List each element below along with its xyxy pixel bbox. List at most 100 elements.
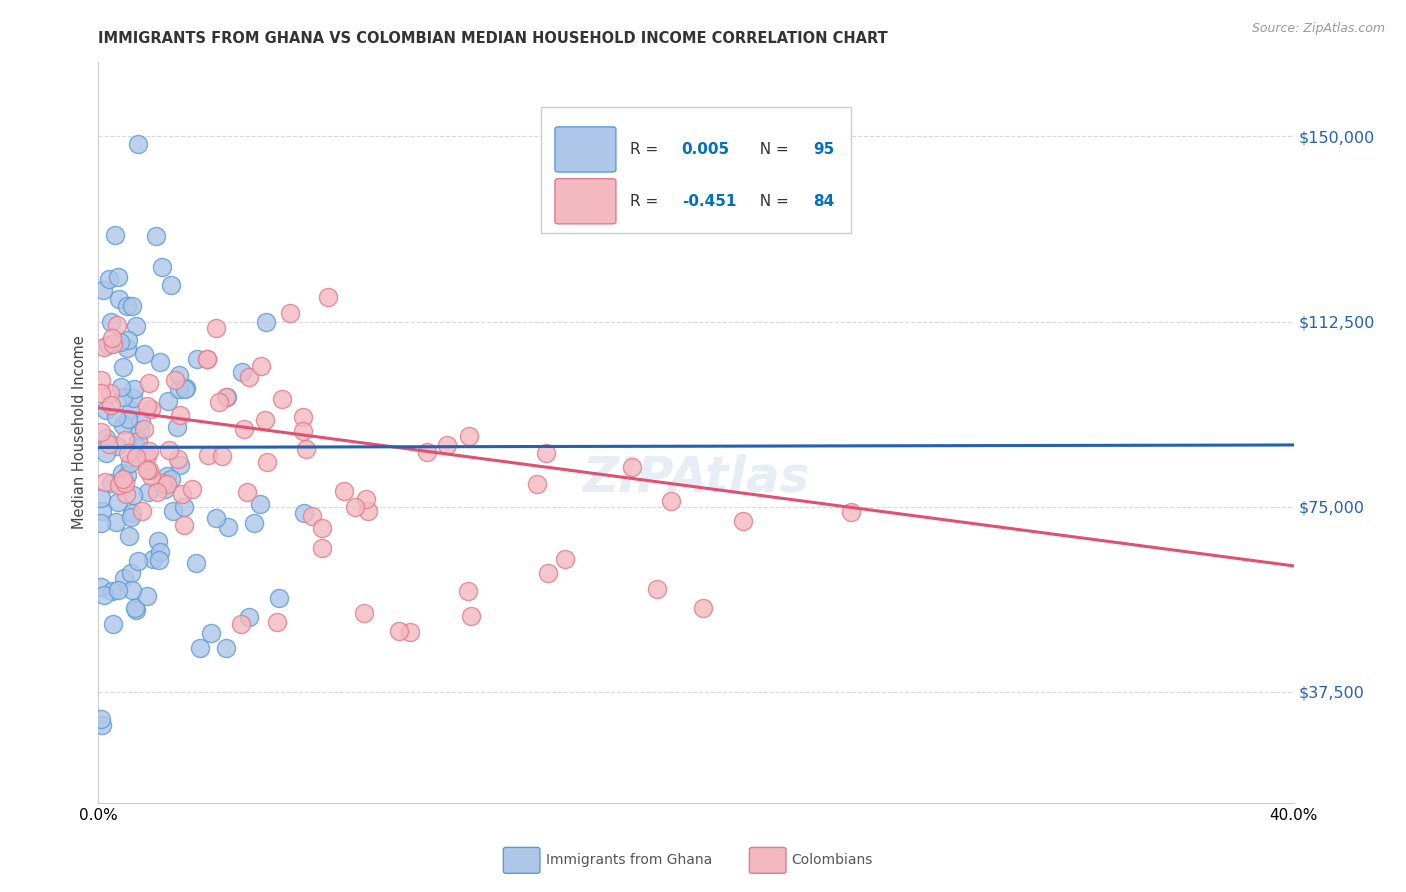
Point [112,472,135,486]
Point [169,408,191,422]
Text: N =: N = [749,142,793,157]
Point [117,412,139,426]
Point [100,315,122,329]
Text: Source: ZipAtlas.com: Source: ZipAtlas.com [1251,22,1385,36]
Point [174,382,197,396]
Point [101,331,124,345]
Point [105,439,128,453]
Point [138,463,160,477]
Point [311,520,333,534]
Point [243,516,266,530]
Text: Immigrants from Ghana: Immigrants from Ghana [546,854,711,867]
Point [291,410,314,425]
Point [211,450,233,464]
Point [157,443,180,458]
Point [217,390,239,404]
Point [152,260,174,275]
Point [156,476,179,491]
Point [136,399,159,413]
Point [266,615,288,629]
Point [169,458,191,473]
Point [111,390,134,404]
Point [135,463,157,477]
Text: R =: R = [630,142,664,157]
Point [353,606,375,620]
Point [170,487,193,501]
Point [153,482,176,496]
Point [134,347,156,361]
Point [160,472,183,486]
Point [120,456,142,470]
Point [692,601,714,615]
Point [238,610,260,624]
Point [117,300,139,314]
Point [217,520,239,534]
Point [141,551,163,566]
Point [292,506,315,520]
Point [94,445,117,459]
Point [120,402,142,417]
Point [733,514,755,528]
Point [112,418,135,433]
Point [125,603,148,617]
Text: R =: R = [630,194,664,209]
Point [101,584,124,599]
Point [100,398,122,412]
Point [121,582,143,597]
Point [163,373,186,387]
Point [91,717,114,731]
Point [173,518,195,533]
Point [173,500,195,515]
Point [117,445,139,459]
Point [100,475,122,490]
Point [129,414,152,428]
Point [204,511,226,525]
Point [208,395,231,409]
Point [97,338,120,352]
Point [357,504,380,518]
Point [174,381,197,395]
FancyBboxPatch shape [555,127,616,172]
Point [138,444,160,458]
Point [122,382,145,396]
Point [131,504,153,518]
Text: IMMIGRANTS FROM GHANA VS COLOMBIAN MEDIAN HOUSEHOLD INCOME CORRELATION CHART: IMMIGRANTS FROM GHANA VS COLOMBIAN MEDIA… [98,31,889,46]
Point [127,434,149,449]
Point [436,437,458,451]
Point [186,556,208,570]
Text: -0.451: -0.451 [682,194,735,209]
Text: Colombians: Colombians [792,854,873,867]
Point [195,351,218,366]
Point [146,533,169,548]
Text: 95: 95 [813,142,834,157]
Point [136,485,159,500]
Point [316,290,339,304]
Point [167,382,190,396]
Point [90,580,112,594]
Point [167,452,190,467]
Point [645,582,668,597]
Point [121,566,143,581]
Point [204,321,226,335]
Point [145,485,167,500]
Point [138,376,160,390]
Point [278,305,301,319]
Point [107,292,129,306]
Point [150,475,173,490]
Point [148,355,170,369]
Point [125,319,148,334]
Point [249,359,271,373]
Point [121,299,143,313]
Point [118,529,141,543]
Point [112,359,135,374]
Point [104,410,127,425]
Point [188,640,211,655]
Point [98,436,121,450]
Point [135,589,157,603]
Point [180,482,202,496]
Point [104,516,127,530]
Point [121,506,143,520]
Point [91,504,114,518]
Text: 84: 84 [813,194,834,209]
Point [141,469,163,483]
